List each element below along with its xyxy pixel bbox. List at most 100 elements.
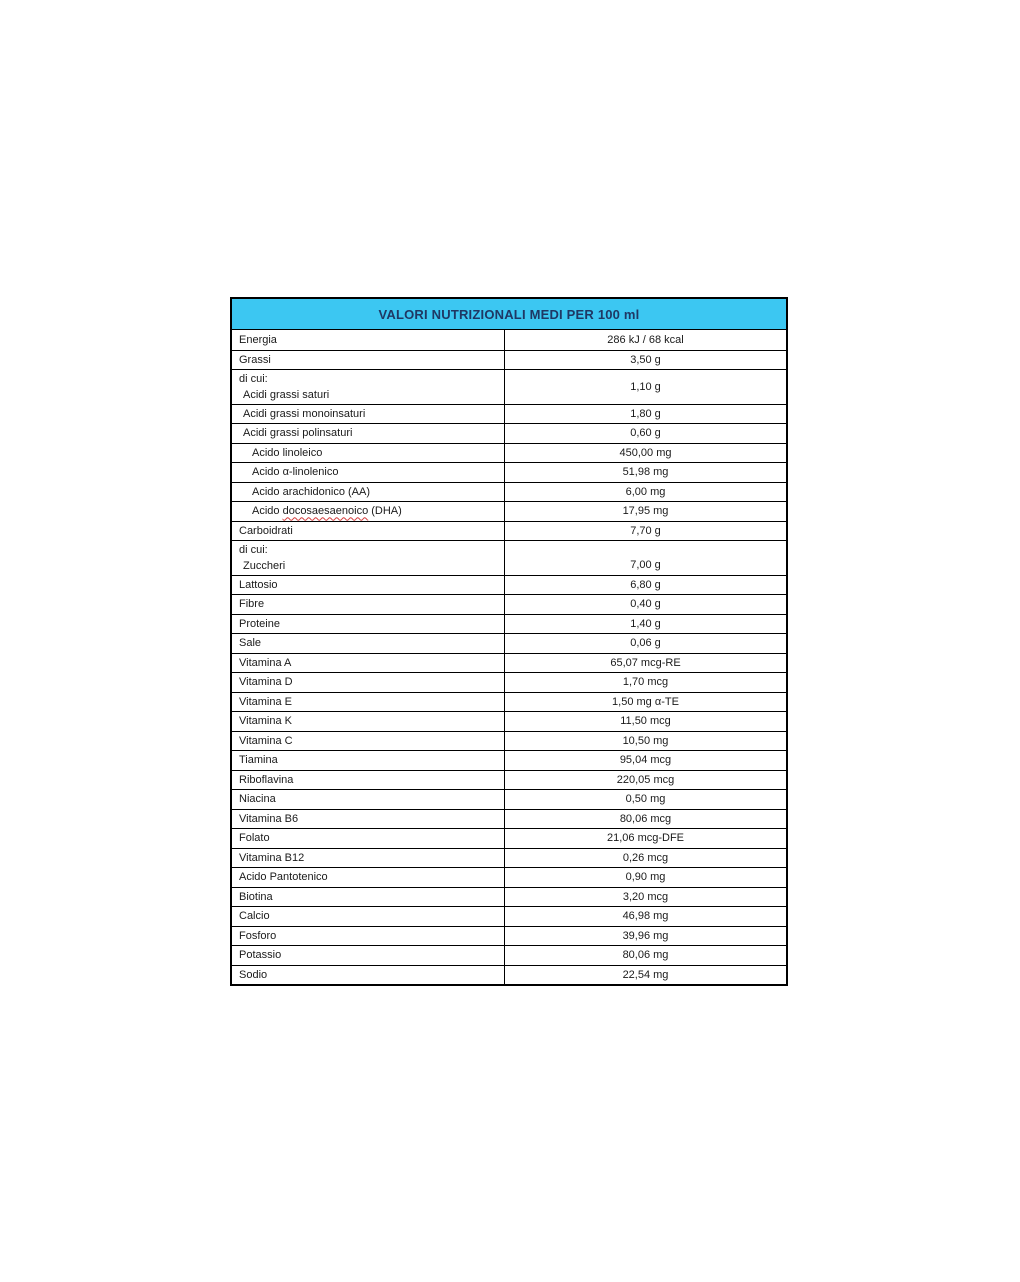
nutrient-label-line: Vitamina D <box>239 676 293 689</box>
nutrient-label: Folato <box>232 829 505 848</box>
nutrient-label: Carboidrati <box>232 521 505 540</box>
nutrient-label: Tiamina <box>232 751 505 770</box>
nutrient-label-line: Vitamina K <box>239 715 292 728</box>
table-row: Sale 0,06 g <box>232 633 786 653</box>
nutrient-label: Riboflavina <box>232 770 505 789</box>
nutrient-label-line: Sodio <box>239 968 268 981</box>
nutrient-label-line: Fosforo <box>239 929 277 942</box>
nutrient-value: 450,00 mg <box>619 446 672 459</box>
table-row: Acidi grassi polinsaturi 0,60 g <box>232 423 786 443</box>
nutrient-value: 3,20 mcg <box>622 890 669 903</box>
nutrient-value: 1,40 g <box>630 617 661 630</box>
table-row: Acido linoleico 450,00 mg <box>232 442 786 462</box>
nutrient-value: 80,06 mg <box>622 949 669 962</box>
nutrient-label-line: Sale <box>239 637 262 650</box>
nutrient-value: 10,50 mg <box>622 734 669 747</box>
nutrient-label-line: di cui: <box>239 543 268 556</box>
nutrient-label-line: Folato <box>239 832 270 845</box>
nutrient-value: 6,80 g <box>630 578 661 591</box>
nutrition-table: VALORI NUTRIZIONALI MEDI PER 100 ml Ener… <box>230 297 788 986</box>
nutrient-value: 3,50 g <box>630 353 661 366</box>
nutrient-label-line: Zuccheri <box>243 559 286 572</box>
nutrient-label: Proteine <box>232 614 505 633</box>
table-row: Folato 21,06 mcg-DFE <box>232 828 786 848</box>
nutrient-label-line: di cui: <box>239 372 268 385</box>
nutrient-label: Vitamina K <box>232 712 505 731</box>
nutrient-label: Biotina <box>232 887 505 906</box>
nutrient-label: Acido linoleico <box>232 443 505 462</box>
nutrient-label-line: Acido docosaesaenoico (DHA) <box>232 503 504 519</box>
nutrient-label-line: Acido arachidonico (AA) <box>252 485 371 498</box>
table-row: Vitamina C 10,50 mg <box>232 730 786 750</box>
nutrition-table-body: Energia 286 kJ / 68 kcal Grassi 3,50 g di cu… <box>232 330 786 984</box>
nutrient-label-line: Energia <box>239 333 277 346</box>
nutrient-value: 17,95 mg <box>622 505 669 518</box>
table-row: di cui: Zuccheri 7,00 g <box>232 540 786 575</box>
nutrient-label: Energia <box>232 330 505 350</box>
table-row: Grassi 3,50 g <box>232 349 786 369</box>
nutrient-label-line: Proteine <box>239 617 280 630</box>
nutrient-label: Acidi grassi polinsaturi <box>232 424 505 443</box>
nutrient-value: 95,04 mcg <box>619 754 672 767</box>
nutrient-label-line: Niacina <box>239 793 276 806</box>
nutrient-label-line: Grassi <box>239 353 271 366</box>
table-row: Lattosio 6,80 g <box>232 574 786 594</box>
nutrient-value: 39,96 mg <box>622 929 669 942</box>
table-row: Vitamina D 1,70 mcg <box>232 672 786 692</box>
nutrient-value: 6,00 mg <box>625 485 666 498</box>
nutrient-value: 0,06 g <box>630 637 661 650</box>
nutrient-label-line: Acidi grassi saturi <box>243 388 330 401</box>
nutrient-label-line: Acidi grassi polinsaturi <box>243 427 353 440</box>
table-row: Acido arachidonico (AA) 6,00 mg <box>232 481 786 501</box>
nutrient-label: Acido α-linolenico <box>232 463 505 482</box>
table-row: Tiamina 95,04 mcg <box>232 750 786 770</box>
nutrient-value: 0,90 mg <box>625 871 666 884</box>
nutrient-value: 0,50 mg <box>625 793 666 806</box>
nutrient-value: 1,50 mg α-TE <box>612 695 679 708</box>
nutrient-label-line: Acido Pantotenico <box>239 871 328 884</box>
table-row: Vitamina E 1,50 mg α-TE <box>232 691 786 711</box>
nutrient-label-line: Calcio <box>239 910 270 923</box>
nutrient-label-line: Vitamina B6 <box>239 812 299 825</box>
table-row: Acidi grassi monoinsaturi 1,80 g <box>232 403 786 423</box>
nutrient-label: Lattosio <box>232 575 505 594</box>
table-row: Carboidrati 7,70 g <box>232 520 786 540</box>
nutrient-value: 22,54 mg <box>622 968 669 981</box>
nutrient-value: 7,70 g <box>630 524 661 537</box>
table-row: Niacina 0,50 mg <box>232 789 786 809</box>
nutrient-label: Acido arachidonico (AA) <box>232 482 505 501</box>
nutrient-label: Niacina <box>232 790 505 809</box>
spellcheck-squiggle-word: docosaesaenoico <box>282 505 369 518</box>
nutrient-value: 7,00 g <box>630 558 661 571</box>
nutrient-label: Sodio <box>232 965 505 984</box>
nutrient-label: Potassio <box>232 946 505 965</box>
nutrient-value: 1,70 mcg <box>622 676 669 689</box>
nutrient-label: Vitamina D <box>232 673 505 692</box>
nutrient-value: 286 kJ / 68 kcal <box>607 333 684 346</box>
nutrient-label-line: Vitamina A <box>239 656 292 669</box>
table-row: Potassio 80,06 mg <box>232 945 786 965</box>
nutrient-label-line: Carboidrati <box>239 524 293 537</box>
table-row: Vitamina K 11,50 mcg <box>232 711 786 731</box>
nutrient-label: Vitamina E <box>232 692 505 711</box>
nutrient-value: 1,10 g <box>630 380 661 393</box>
table-row: Energia 286 kJ / 68 kcal <box>232 330 786 350</box>
table-row: di cui: Acidi grassi saturi 1,10 g <box>232 369 786 404</box>
nutrient-label: Grassi <box>232 350 505 369</box>
table-row: Calcio 46,98 mg <box>232 906 786 926</box>
table-row: Riboflavina 220,05 mcg <box>232 769 786 789</box>
table-row: Proteine 1,40 g <box>232 613 786 633</box>
nutrient-value: 51,98 mg <box>622 466 669 479</box>
nutrient-value: 0,26 mcg <box>622 851 669 864</box>
nutrient-label-line: Potassio <box>239 949 282 962</box>
nutrient-value: 220,05 mcg <box>616 773 675 786</box>
nutrient-label: Sale <box>232 634 505 653</box>
nutrient-value: 0,40 g <box>630 598 661 611</box>
nutrient-label: di cui: Zuccheri <box>232 541 505 575</box>
table-row: Vitamina B6 80,06 mcg <box>232 808 786 828</box>
nutrient-label: Acidi grassi monoinsaturi <box>232 404 505 423</box>
nutrient-label-line: Acido α-linolenico <box>252 466 339 479</box>
nutrient-value: 65,07 mcg-RE <box>610 656 681 669</box>
nutrient-value: 21,06 mcg-DFE <box>606 832 685 845</box>
